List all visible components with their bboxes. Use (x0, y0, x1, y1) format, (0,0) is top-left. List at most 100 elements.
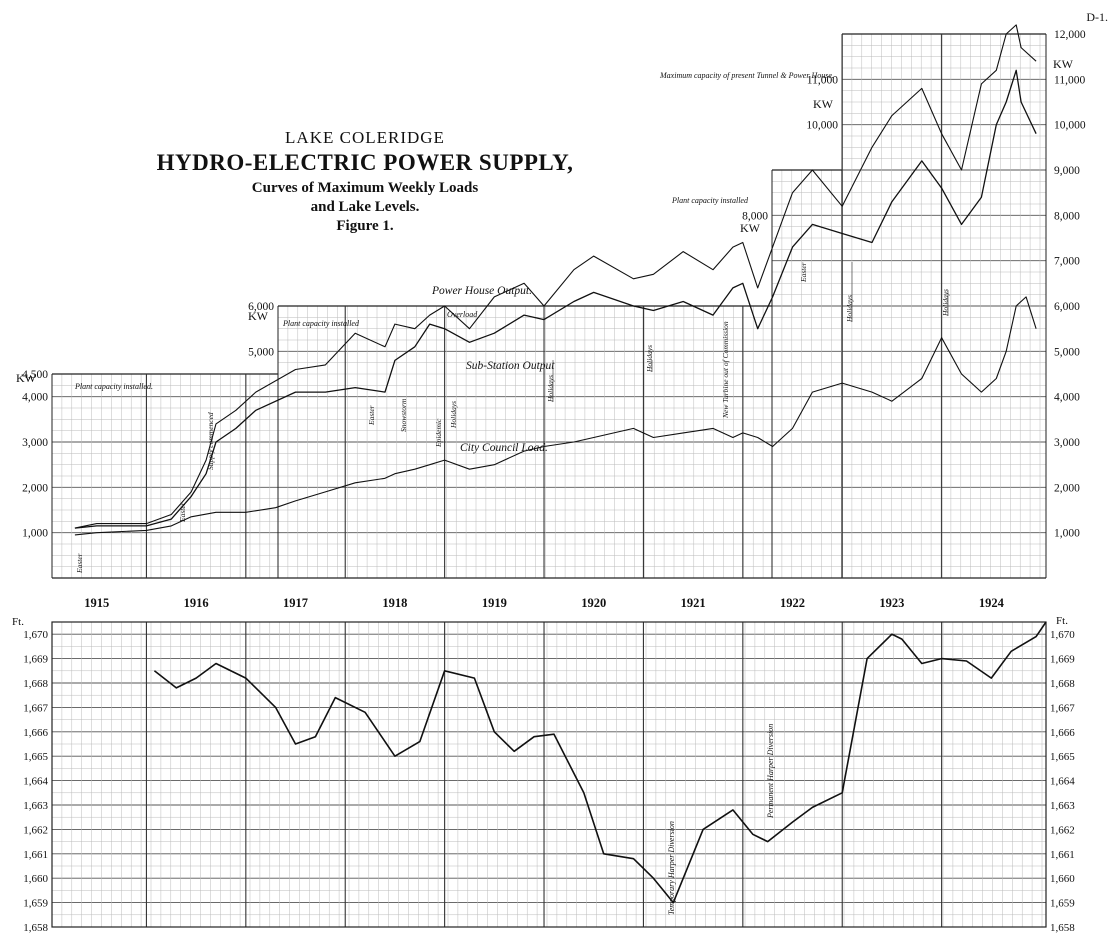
annotation-label: Holidays (941, 289, 950, 317)
title-line-5: Figure 1. (336, 218, 394, 234)
y-tick-label-right: 1,667 (1050, 702, 1075, 714)
annotation-label: Plant capacity installed (671, 196, 749, 205)
annotation-label: Plant capacity installed (282, 319, 360, 328)
y-tick-label-right: 11,000 (1054, 74, 1085, 86)
annotation-label: Maximum capacity of present Tunnel & Pow… (659, 71, 834, 80)
x-tick-label: 1924 (979, 596, 1005, 610)
annotation-label: Supply commenced (206, 412, 215, 470)
series-line-city-council-load (74, 296, 1037, 536)
x-tick-label: 1916 (184, 596, 209, 610)
y-tick-label-right: 1,670 (1050, 629, 1075, 641)
y-tick-label-left: 1,664 (23, 776, 48, 788)
title-line-2: HYDRO-ELECTRIC POWER SUPPLY, (156, 150, 574, 175)
series-label-city-council-load: City Council Load. (460, 442, 548, 454)
annotation-label: Holidays (845, 295, 854, 323)
y-tick-label-left: 1,661 (23, 849, 48, 861)
annotation-label: Easter (178, 502, 187, 523)
y-tick-label-right: 1,000 (1054, 528, 1080, 540)
annotation-label: Permanent Harper Diversion (766, 724, 775, 819)
y-tick-label-right: 2,000 (1054, 482, 1080, 494)
y-tick-label-right: 8,000 (1054, 210, 1080, 222)
x-tick-label: 1918 (382, 596, 407, 610)
y-tick-label-right: 1,662 (1050, 824, 1075, 836)
sheet-label: D-1. (1086, 10, 1108, 24)
series-label-sub-station-output: Sub-Station Output (466, 360, 555, 372)
x-tick-label: 1919 (482, 596, 507, 610)
title-line-1: LAKE COLERIDGE (285, 128, 445, 147)
y-tick-label-right: 1,661 (1050, 849, 1075, 861)
y-tick-label-left: 1,670 (23, 629, 48, 641)
y-tick-label-right: 1,659 (1050, 898, 1075, 910)
title-line-3: Curves of Maximum Weekly Loads (251, 180, 479, 196)
y-tick-label-left: 10,000 (806, 120, 838, 132)
x-tick-label: 1917 (283, 596, 308, 610)
annotation-label: Easter (799, 262, 808, 283)
y-tick-label-right: 1,660 (1050, 873, 1075, 885)
y-tick-label-right: 6,000 (1054, 301, 1080, 313)
y-tick-label-right: 1,658 (1050, 922, 1075, 934)
annotation-label: Easter (75, 553, 84, 574)
unit-label-kw: KW (16, 371, 37, 385)
unit-label-ft: Ft. (12, 616, 24, 628)
annotation-label: Holidays (449, 401, 458, 429)
y-tick-label-left: 1,662 (23, 824, 48, 836)
annotation-label: Snowstorm (399, 398, 408, 432)
y-tick-label-left: 1,660 (23, 873, 48, 885)
series-line-power-house-output (74, 24, 1037, 529)
y-tick-label-left: 2,000 (22, 482, 48, 494)
y-tick-label-right: 1,664 (1050, 776, 1075, 788)
annotation-label: Plant capacity installed. (74, 382, 153, 391)
series-label-power-house-output: Power House Output. (431, 285, 532, 297)
series-line-lake-level (153, 621, 1047, 904)
x-tick-label: 1921 (681, 596, 706, 610)
y-tick-label-left: 11,000 (807, 74, 838, 86)
y-tick-label-left: 1,667 (23, 702, 48, 714)
y-tick-label-right: 1,666 (1050, 727, 1075, 739)
annotation-label: Overload (447, 310, 478, 319)
y-tick-label-left: 4,500 (22, 369, 48, 381)
x-tick-label: 1915 (84, 596, 109, 610)
annotation-label: Temporary Harper Diversion (667, 821, 676, 915)
unit-label-kw: KW (248, 309, 269, 323)
y-tick-label-left: 1,665 (23, 751, 48, 763)
x-tick-label: 1920 (581, 596, 606, 610)
series-line-sub-station-output (74, 69, 1037, 529)
y-tick-label-right: 1,663 (1050, 800, 1075, 812)
x-tick-label: 1923 (879, 596, 904, 610)
y-tick-label-left: 1,666 (23, 727, 48, 739)
y-tick-label-left: 1,000 (22, 528, 48, 540)
title-block: LAKE COLERIDGE HYDRO-ELECTRIC POWER SUPP… (150, 128, 580, 235)
y-tick-label-right: 4,000 (1054, 392, 1080, 404)
y-tick-label-right: 9,000 (1054, 165, 1080, 177)
annotation-label: Epidemic (434, 418, 443, 448)
annotation-label: Easter (367, 405, 376, 426)
unit-label-kw: KW (813, 97, 834, 111)
y-tick-label-left: 3,000 (22, 437, 48, 449)
y-tick-label-left: 4,000 (22, 392, 48, 404)
y-tick-label-left: 1,669 (23, 654, 48, 666)
y-tick-label-left: 5,000 (248, 346, 274, 358)
y-tick-label-left: 1,663 (23, 800, 48, 812)
y-tick-label-right: 3,000 (1054, 437, 1080, 449)
y-tick-label-right: 10,000 (1054, 120, 1086, 132)
y-tick-label-right: 1,669 (1050, 654, 1075, 666)
y-tick-label-left: 6,000 (248, 301, 274, 313)
y-tick-label-left: 8,000 (742, 210, 768, 222)
annotation-label: Holidays (546, 375, 555, 403)
y-tick-label-right: 12,000 (1054, 29, 1086, 41)
unit-label-ft: Ft. (1056, 615, 1068, 627)
y-tick-label-left: 1,659 (23, 898, 48, 910)
y-tick-label-right: 7,000 (1054, 256, 1080, 268)
annotation-label: New Turbine out of Commission (721, 321, 730, 419)
y-tick-label-left: 1,668 (23, 678, 48, 690)
y-tick-label-left: 1,658 (23, 922, 48, 934)
grid-lines (51, 33, 1047, 928)
annotation-label: Holidays (645, 345, 654, 373)
unit-label-kw: KW (740, 221, 761, 235)
y-tick-label-right: 1,665 (1050, 751, 1075, 763)
x-tick-label: 1922 (780, 596, 805, 610)
y-tick-label-right: 1,668 (1050, 678, 1075, 690)
y-tick-label-right: 5,000 (1054, 346, 1080, 358)
